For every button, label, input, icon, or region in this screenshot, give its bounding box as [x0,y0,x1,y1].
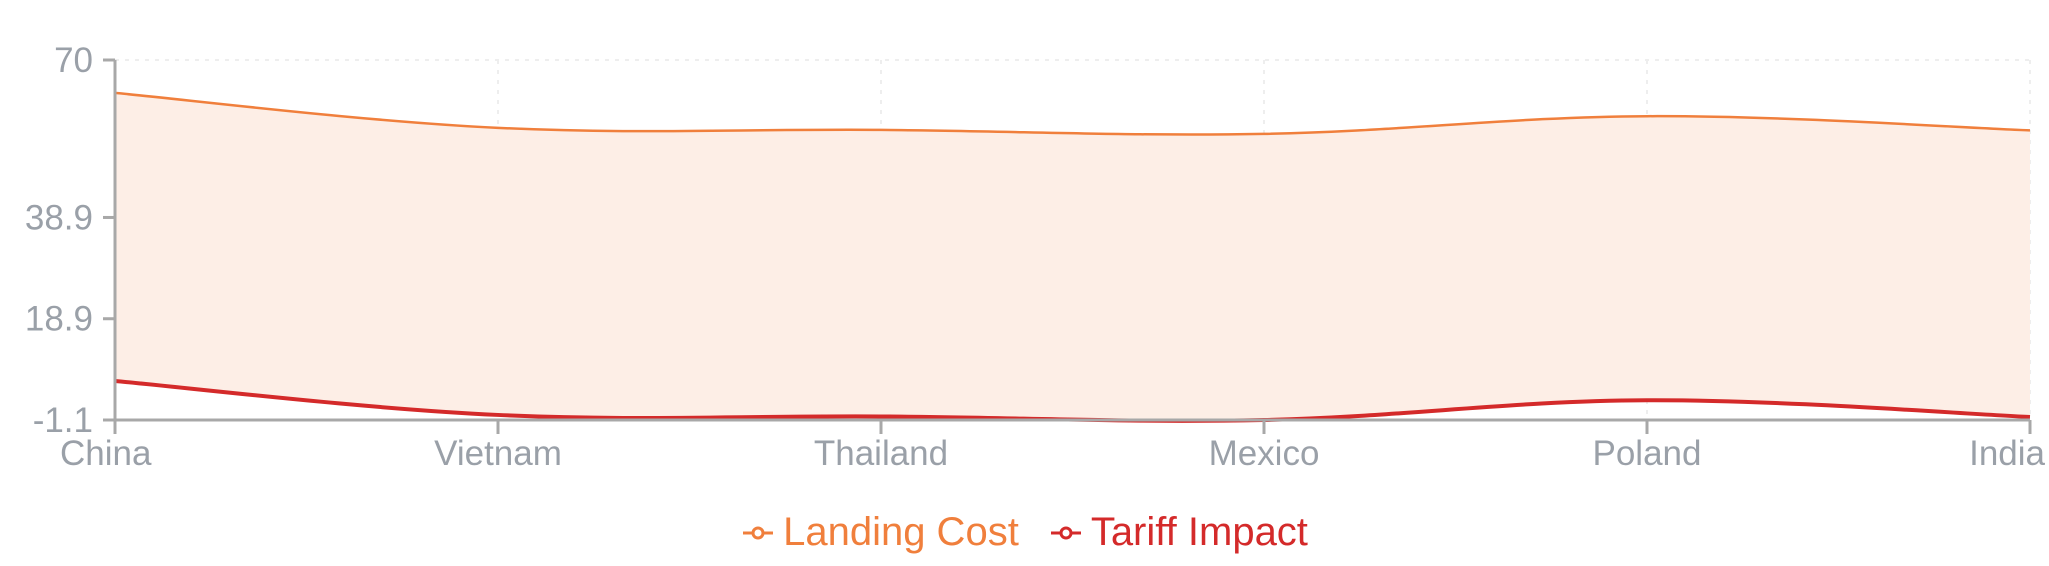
legend-marker-landing-cost [743,526,774,539]
x-tick-label: India [1969,434,2045,473]
y-tick-label: 38.9 [25,198,93,237]
legend-item-tariff-impact[interactable]: Tariff Impact [1049,510,1308,555]
area-fill [115,92,2030,421]
legend: Landing Cost Tariff Impact [0,510,2049,555]
x-tick-label: Mexico [1209,434,1320,473]
y-tick-label: 70 [54,41,93,80]
x-tick-label: China [60,434,152,473]
legend-marker-tariff-impact [1050,526,1081,539]
series-line-landing-cost [114,91,2031,136]
y-tick-label: 18.9 [25,300,93,339]
x-ticks: China Vietnam Thailand Mexico Poland India [60,420,2046,473]
x-tick-label: Thailand [814,434,948,473]
legend-label-landing-cost: Landing Cost [783,510,1019,554]
area-chart: 70 38.9 18.9 -1.1 China Vietnam Thailand Mexic… [25,41,2046,473]
legend-label-tariff-impact: Tariff Impact [1090,510,1308,554]
y-ticks: 70 38.9 18.9 -1.1 [25,41,115,440]
legend-item-landing-cost[interactable]: Landing Cost [741,510,1019,555]
y-tick-label: -1.1 [33,401,93,440]
x-tick-label: Vietnam [434,434,562,473]
x-tick-label: Poland [1593,434,1702,473]
